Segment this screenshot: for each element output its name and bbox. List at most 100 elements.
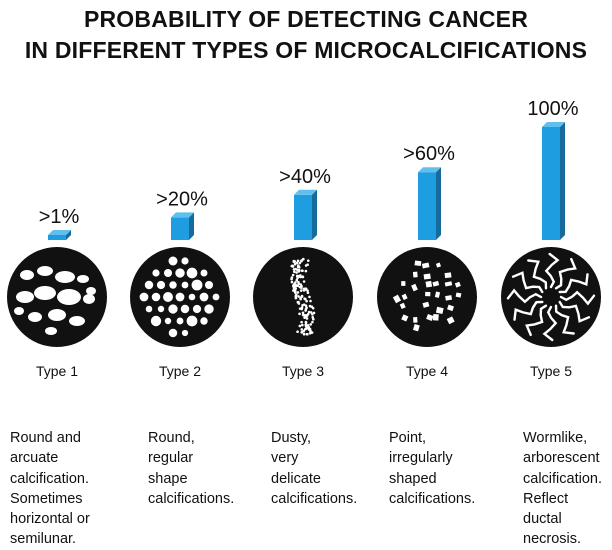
- description-line: necrosis.: [523, 531, 582, 548]
- regular-calcification: [204, 280, 214, 290]
- regular-calcification: [192, 304, 202, 314]
- value-label-1: >1%: [39, 206, 80, 228]
- dusty-calcification: [304, 320, 308, 324]
- dusty-calcification: [295, 278, 299, 282]
- dusty-calcification: [293, 289, 296, 292]
- calcification-pattern-5: [506, 252, 596, 342]
- round-calcification: [20, 270, 34, 280]
- dusty-calcification: [295, 271, 298, 274]
- round-calcification: [37, 266, 53, 276]
- description-line: semilunar.: [10, 531, 77, 548]
- description-line: irregularly: [389, 450, 453, 467]
- irregular-calcification: [422, 301, 430, 308]
- description-line: shape: [148, 470, 188, 487]
- description-type-1: Round and arcuate calcification. Sometimes h…: [10, 428, 128, 550]
- bar-3: [294, 194, 312, 240]
- dusty-calcification: [296, 284, 299, 288]
- irregular-calcification: [435, 262, 442, 268]
- round-calcification: [28, 312, 42, 322]
- dusty-calcification: [298, 285, 302, 289]
- bar-top-5: [542, 122, 565, 127]
- wormlike-calcification: [542, 305, 558, 342]
- regular-calcification: [199, 292, 209, 302]
- irregular-calcification: [401, 281, 406, 286]
- irregular-calcification: [425, 280, 433, 288]
- description-type-2: Round, regular shape calcifications.: [148, 428, 266, 509]
- dusty-calcification: [300, 331, 304, 334]
- irregular-calcification: [411, 283, 418, 292]
- description-line: calcifications.: [148, 490, 235, 507]
- description-line: horizontal or: [10, 511, 90, 528]
- description-line: calcification.: [523, 470, 602, 487]
- description-line: Sometimes: [10, 490, 83, 507]
- regular-calcification: [151, 292, 161, 302]
- bar-group-4: [418, 167, 441, 240]
- value-label-5: 100%: [527, 98, 578, 120]
- bar-side-3: [312, 189, 317, 240]
- description-line: delicate: [271, 470, 321, 487]
- irregular-calcification: [444, 272, 452, 279]
- irregular-calcification: [444, 281, 453, 287]
- irregular-calcification: [412, 271, 418, 278]
- regular-calcification: [144, 280, 154, 290]
- regular-calcification: [188, 293, 196, 301]
- dusty-calcification: [300, 259, 303, 263]
- regular-calcification: [139, 292, 149, 302]
- irregular-calcification: [426, 314, 434, 321]
- bar-group-5: [542, 122, 565, 240]
- dusty-calcification: [304, 323, 308, 326]
- bar-group-3: [294, 189, 317, 240]
- description-line: arcuate: [10, 450, 59, 467]
- irregular-calcification: [425, 291, 431, 297]
- dusty-calcification: [296, 291, 300, 294]
- dusty-calcification: [296, 265, 300, 269]
- dusty-calcification: [301, 323, 304, 327]
- dusty-calcification: [298, 261, 302, 265]
- wormlike-calcification: [558, 273, 589, 294]
- dusty-calcification: [302, 332, 306, 336]
- regular-calcification: [150, 315, 162, 327]
- dusty-calcification: [309, 323, 312, 326]
- regular-calcification: [175, 292, 185, 302]
- dusty-calcification: [293, 270, 296, 274]
- bar-side-2: [189, 212, 194, 240]
- irregular-calcification: [435, 306, 444, 315]
- irregular-calcification: [432, 280, 440, 287]
- description-line: calcifications.: [271, 490, 358, 507]
- dusty-calcification: [306, 259, 310, 262]
- dusty-calcification: [306, 332, 309, 336]
- round-calcification: [34, 286, 56, 300]
- dusty-calcification: [304, 264, 308, 267]
- category-label-3: Type 3: [282, 363, 324, 379]
- irregular-calcification: [414, 260, 422, 267]
- bar-group-1: [48, 230, 71, 240]
- calcification-pattern-3: [290, 257, 316, 336]
- dusty-calcification: [298, 324, 302, 328]
- wormlike-calcification: [544, 252, 560, 289]
- bar-1: [48, 235, 66, 240]
- dusty-calcification: [295, 274, 299, 278]
- dusty-calcification: [303, 297, 306, 300]
- regular-calcification: [157, 305, 165, 313]
- regular-calcification: [156, 280, 166, 290]
- description-line: ductal: [523, 511, 562, 528]
- dusty-calcification: [306, 326, 310, 330]
- dusty-calcification: [299, 283, 303, 286]
- dusty-calcification: [306, 291, 310, 295]
- dusty-calcification: [299, 296, 302, 300]
- description-line: Point,: [389, 430, 427, 446]
- calcification-pattern-2: [139, 256, 220, 338]
- category-label-2: Type 2: [159, 363, 201, 379]
- bar-group-2: [171, 212, 194, 240]
- calcification-pattern-1: [14, 266, 96, 335]
- dusty-calcification: [296, 276, 299, 280]
- dusty-calcification: [299, 289, 303, 292]
- dusty-calcification: [304, 304, 308, 307]
- dusty-calcification: [304, 269, 308, 273]
- description-line: arborescent: [523, 450, 600, 467]
- dusty-calcification: [303, 327, 307, 331]
- dusty-calcification: [306, 314, 309, 317]
- wormlike-calcification: [513, 300, 544, 321]
- description-line: calcification.: [10, 470, 89, 487]
